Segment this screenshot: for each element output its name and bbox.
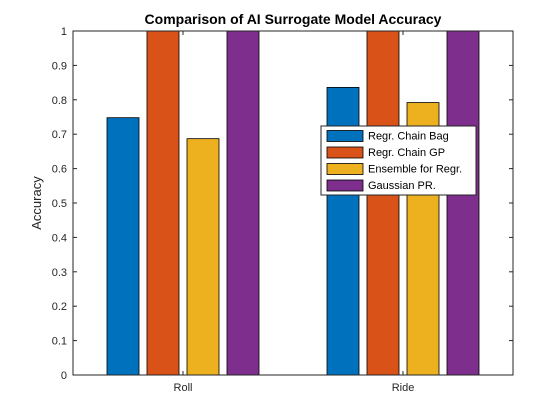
- y-tick-label: 0.3: [52, 267, 67, 279]
- y-tick-label: 1: [61, 26, 67, 38]
- plot-frame: [72, 30, 514, 376]
- legend-label-4: Gaussian PR.: [368, 180, 436, 192]
- bar-ride-2: [366, 30, 400, 376]
- bar-ride-4: [446, 30, 480, 376]
- bar-roll-1: [106, 117, 140, 376]
- bar-roll-3: [186, 138, 220, 376]
- y-tick-label: 0.5: [52, 198, 67, 210]
- y-tick-label: 0.9: [52, 60, 67, 72]
- y-tick-label: 0.8: [52, 95, 67, 107]
- y-tick-label: 0: [61, 370, 67, 382]
- bar-roll-2: [146, 30, 180, 376]
- legend-swatch-2: [326, 146, 364, 159]
- bar-roll-4: [226, 30, 260, 376]
- legend: Regr. Chain Bag Regr. Chain GP Ensemble fo…: [320, 125, 477, 196]
- legend-label-3: Ensemble for Regr.: [368, 164, 462, 176]
- y-axis-label: Accuracy: [29, 176, 44, 230]
- y-tick-label: 0.6: [52, 164, 67, 176]
- legend-label-1: Regr. Chain Bag: [368, 131, 449, 143]
- legend-swatch-1: [326, 130, 364, 142]
- legend-label-2: Regr. Chain GP: [368, 147, 445, 159]
- x-tick-label-ride: Ride: [392, 382, 415, 394]
- y-tick-label: 0.7: [52, 129, 67, 141]
- plot-area: [73, 31, 513, 375]
- y-tick-label: 0.1: [52, 336, 67, 348]
- y-tick-label: 0.4: [52, 232, 67, 244]
- y-tick-label: 0.2: [52, 301, 67, 313]
- bars-layer: [106, 30, 480, 376]
- x-tick-label-roll: Roll: [174, 382, 193, 394]
- chart-title: Comparison of AI Surrogate Model Accurac…: [145, 11, 442, 27]
- legend-swatch-4: [326, 179, 364, 192]
- legend-swatch-3: [326, 163, 364, 175]
